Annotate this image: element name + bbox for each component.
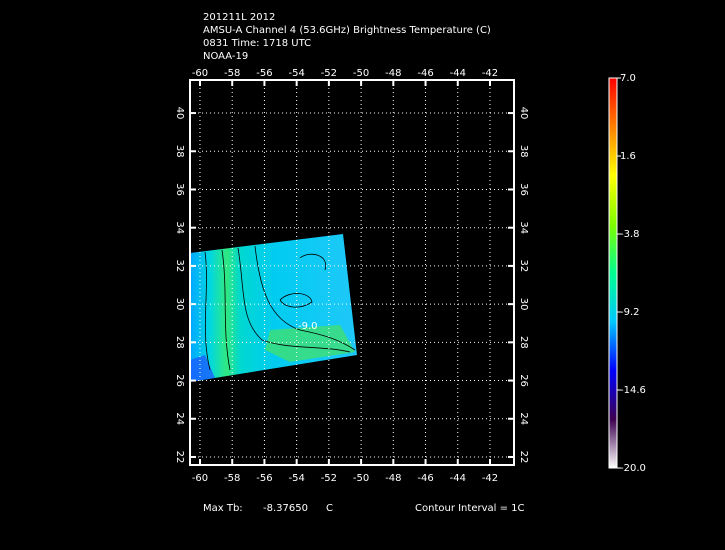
y-tick-label: 38 bbox=[174, 145, 185, 158]
x-tick-label: -46 bbox=[417, 68, 433, 79]
footer-label: Max Tb: bbox=[203, 503, 243, 514]
contour-line bbox=[204, 245, 356, 371]
x-tick-label: -50 bbox=[353, 473, 369, 484]
y-tick-label: 30 bbox=[518, 298, 529, 311]
colorbar-tick-label: 1.6 bbox=[620, 151, 636, 162]
x-tick-label: -54 bbox=[288, 68, 304, 79]
x-tick-label: -50 bbox=[353, 68, 369, 79]
y-tick-label: 22 bbox=[518, 451, 529, 464]
colorbar-tick-label: -20.0 bbox=[620, 463, 646, 474]
title-line: NOAA-19 bbox=[203, 51, 248, 62]
contour-label: -9.0 bbox=[298, 321, 318, 332]
x-tick-label: -44 bbox=[450, 473, 466, 484]
y-tick-label: 34 bbox=[174, 221, 185, 234]
colorbar-tick-label: -14.6 bbox=[620, 385, 646, 396]
y-tick-label: 26 bbox=[518, 374, 529, 387]
y-tick-label: 40 bbox=[174, 107, 185, 120]
x-tick-label: -56 bbox=[256, 68, 272, 79]
y-tick-label: 34 bbox=[518, 221, 529, 234]
x-tick-label: -42 bbox=[482, 68, 498, 79]
y-tick-label: 24 bbox=[174, 412, 185, 425]
y-tick-label: 32 bbox=[174, 260, 185, 273]
y-tick-label: 30 bbox=[174, 298, 185, 311]
x-tick-label: -60 bbox=[192, 68, 208, 79]
x-tick-label: -52 bbox=[321, 473, 337, 484]
x-tick-label: -58 bbox=[224, 473, 240, 484]
y-tick-label: 22 bbox=[174, 451, 185, 464]
y-tick-label: 26 bbox=[174, 374, 185, 387]
footer-contour-interval: Contour Interval = 1C bbox=[415, 503, 525, 514]
x-tick-label: -48 bbox=[385, 68, 401, 79]
y-tick-label: 32 bbox=[518, 260, 529, 273]
y-tick-label: 36 bbox=[174, 183, 185, 196]
colorbar-tick-label: 7.0 bbox=[620, 73, 636, 84]
x-tick-label: -44 bbox=[450, 68, 466, 79]
y-tick-label: 28 bbox=[518, 336, 529, 349]
colorbar-tick-label: -9.2 bbox=[620, 307, 640, 318]
y-tick-label: 28 bbox=[174, 336, 185, 349]
colorbar-frame bbox=[608, 77, 618, 469]
x-tick-label: -46 bbox=[417, 473, 433, 484]
x-tick-label: -52 bbox=[321, 68, 337, 79]
y-tick-label: 40 bbox=[518, 107, 529, 120]
x-tick-label: -60 bbox=[192, 473, 208, 484]
footer-unit: C bbox=[326, 503, 333, 514]
x-tick-label: -48 bbox=[385, 473, 401, 484]
y-tick-label: 36 bbox=[518, 183, 529, 196]
title-line: AMSU-A Channel 4 (53.6GHz) Brightness Te… bbox=[203, 25, 491, 36]
swath-patch bbox=[190, 355, 215, 382]
x-tick-label: -56 bbox=[256, 473, 272, 484]
x-tick-label: -42 bbox=[482, 473, 498, 484]
title-line: 0831 Time: 1718 UTC bbox=[203, 38, 311, 49]
x-tick-label: -58 bbox=[224, 68, 240, 79]
colorbar-tick-label: -3.8 bbox=[620, 229, 640, 240]
swath-patch bbox=[265, 325, 355, 362]
plot-frame bbox=[189, 79, 515, 466]
x-tick-label: -54 bbox=[288, 473, 304, 484]
colorbar bbox=[609, 78, 617, 468]
y-tick-label: 24 bbox=[518, 412, 529, 425]
y-tick-label: 38 bbox=[518, 145, 529, 158]
title-line: 201211L 2012 bbox=[203, 12, 275, 23]
footer-value: -8.37650 bbox=[263, 503, 308, 514]
